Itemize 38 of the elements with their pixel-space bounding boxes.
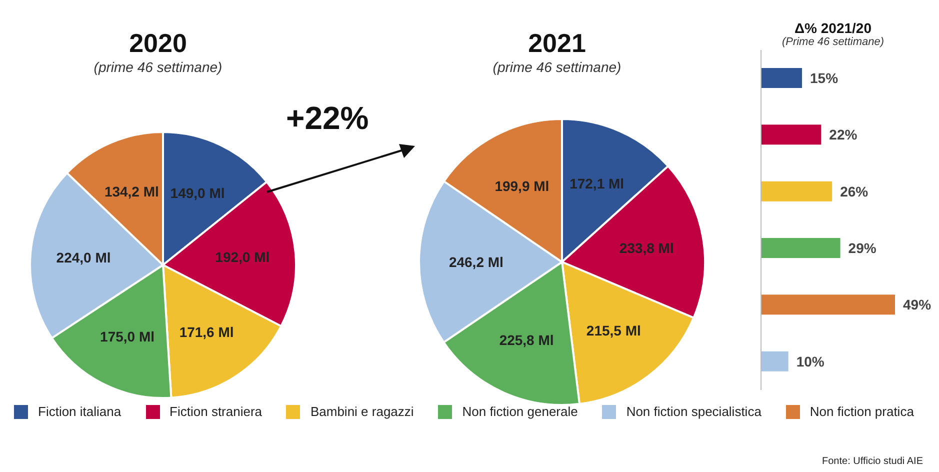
bar [761, 351, 788, 372]
data-label: 134,2 Ml [104, 184, 159, 200]
bar [761, 68, 802, 88]
legend-label: Fiction straniera [168, 404, 262, 419]
data-label: 10% [796, 353, 825, 370]
bar [761, 294, 895, 315]
data-label: 225,8 Ml [499, 332, 554, 348]
legend-label: Fiction italiana [37, 404, 122, 419]
data-label: 15% [810, 70, 839, 86]
source-note: Fonte: Ufficio studi AIE [822, 456, 923, 466]
data-label: 22% [829, 126, 858, 143]
chart-subtitle: (Prime 46 settimane) [780, 36, 886, 48]
data-label: 233,8 Ml [619, 240, 674, 256]
legend-label: Bambini e ragazzi [309, 404, 414, 419]
bar [761, 181, 832, 202]
chart-title: 2020 [128, 28, 188, 59]
bar [761, 238, 840, 258]
data-label: 192,0 Ml [215, 249, 270, 266]
chart-title: Δ% 2021/20 [793, 20, 872, 36]
legend-label: Non fiction generale [461, 404, 578, 419]
data-label: 26% [840, 183, 869, 200]
text: +22% [286, 100, 369, 137]
chart-subtitle: (prime 46 settimane) [92, 59, 224, 75]
data-label: 149,0 Ml [170, 185, 225, 202]
chart-subtitle: (prime 46 settimane) [492, 59, 622, 75]
data-label: 175,0 Ml [100, 328, 155, 344]
data-label: 172,1 Ml [570, 176, 624, 192]
data-label: 246,2 Ml [448, 254, 504, 270]
data-label: 171,6 Ml [179, 324, 234, 340]
legend-label: Non fiction specialistica [625, 404, 762, 419]
data-label: 224,0 Ml [56, 250, 111, 266]
data-label: 199,9 Ml [494, 178, 550, 194]
data-label: 49% [903, 296, 932, 313]
chart-title: 2021 [527, 28, 587, 59]
data-label: 29% [848, 240, 877, 256]
bar [761, 124, 822, 145]
legend-label: Non fiction pratica [808, 404, 914, 419]
data-label: 215,5 Ml [586, 322, 641, 339]
